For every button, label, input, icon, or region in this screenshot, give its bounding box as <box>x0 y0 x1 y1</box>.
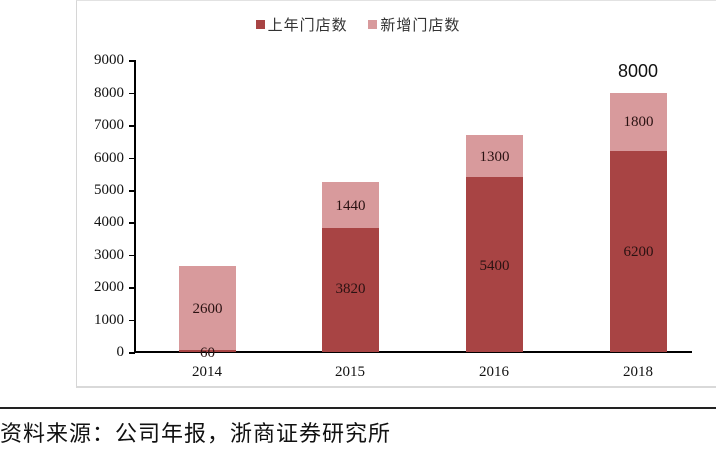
bar-segment-new <box>179 266 236 351</box>
bar-2018: 1800 6200 <box>610 0 667 452</box>
y-tick-label: 6000 <box>94 149 124 166</box>
legend-swatch-pink <box>368 20 378 29</box>
bar-value-label: 6200 <box>623 244 654 260</box>
bar-value-label: 1800 <box>623 114 654 130</box>
bar-segment-new <box>322 181 379 229</box>
y-tick <box>129 60 135 62</box>
y-tick-label: 8000 <box>94 84 124 101</box>
x-tick-label: 2018 <box>623 364 653 380</box>
y-tick <box>129 222 135 224</box>
bar-value-label: 1300 <box>479 149 510 165</box>
bar-value-label: 60 <box>200 345 215 361</box>
y-tick-label: 2000 <box>94 279 124 296</box>
bar-segment-prev <box>322 228 379 352</box>
chart-frame <box>76 0 716 388</box>
bar-segment-new <box>610 92 667 152</box>
source-divider <box>0 407 716 409</box>
y-tick-label: 7000 <box>94 117 124 134</box>
y-tick-label: 3000 <box>94 246 124 263</box>
y-axis <box>134 60 136 353</box>
y-tick <box>129 254 135 257</box>
y-tick <box>129 190 135 192</box>
bar-value-label: 1440 <box>335 198 366 214</box>
legend-label: 新增门店数 <box>380 18 461 34</box>
x-axis <box>134 351 692 353</box>
y-tick-label: 4000 <box>94 214 124 231</box>
legend-label: 上年门店数 <box>267 18 348 34</box>
y-tick <box>129 92 135 95</box>
legend-item-new-stores: 新增门店数 <box>368 14 460 35</box>
x-tick-label: 2015 <box>335 364 365 380</box>
y-tick <box>129 287 135 289</box>
y-tick <box>129 319 135 322</box>
bar-2014: 2600 60 <box>179 0 236 452</box>
y-tick <box>129 352 135 354</box>
y-tick-label: 5000 <box>94 182 124 198</box>
bar-value-label: 2600 <box>192 301 223 317</box>
bar-value-label: 3820 <box>335 281 366 297</box>
x-tick-label: 2016 <box>479 364 509 380</box>
bar-segment-prev <box>610 151 667 352</box>
bar-segment-prev <box>179 350 236 352</box>
y-tick-label: 0 <box>116 344 125 360</box>
y-tick <box>129 157 135 160</box>
x-tick-label: 2014 <box>192 364 222 380</box>
bar-segment-new <box>466 134 523 177</box>
legend: 上年门店数 新增门店数 <box>0 14 716 35</box>
y-tick <box>129 125 135 127</box>
bar-2016: 1300 5400 <box>466 0 523 452</box>
bar-segment-prev <box>466 177 523 352</box>
bar-2015: 1440 3820 <box>322 0 379 452</box>
source-note: 资料来源：公司年报，浙商证券研究所 <box>0 422 392 447</box>
y-tick-label: 1000 <box>94 311 124 328</box>
y-tick-label: 9000 <box>94 52 124 69</box>
total-annotation-2018: 8000 <box>617 61 659 81</box>
bar-value-label: 5400 <box>479 258 510 274</box>
legend-item-prev-stores: 上年门店数 <box>255 14 348 35</box>
legend-swatch-dark-red <box>255 20 265 29</box>
